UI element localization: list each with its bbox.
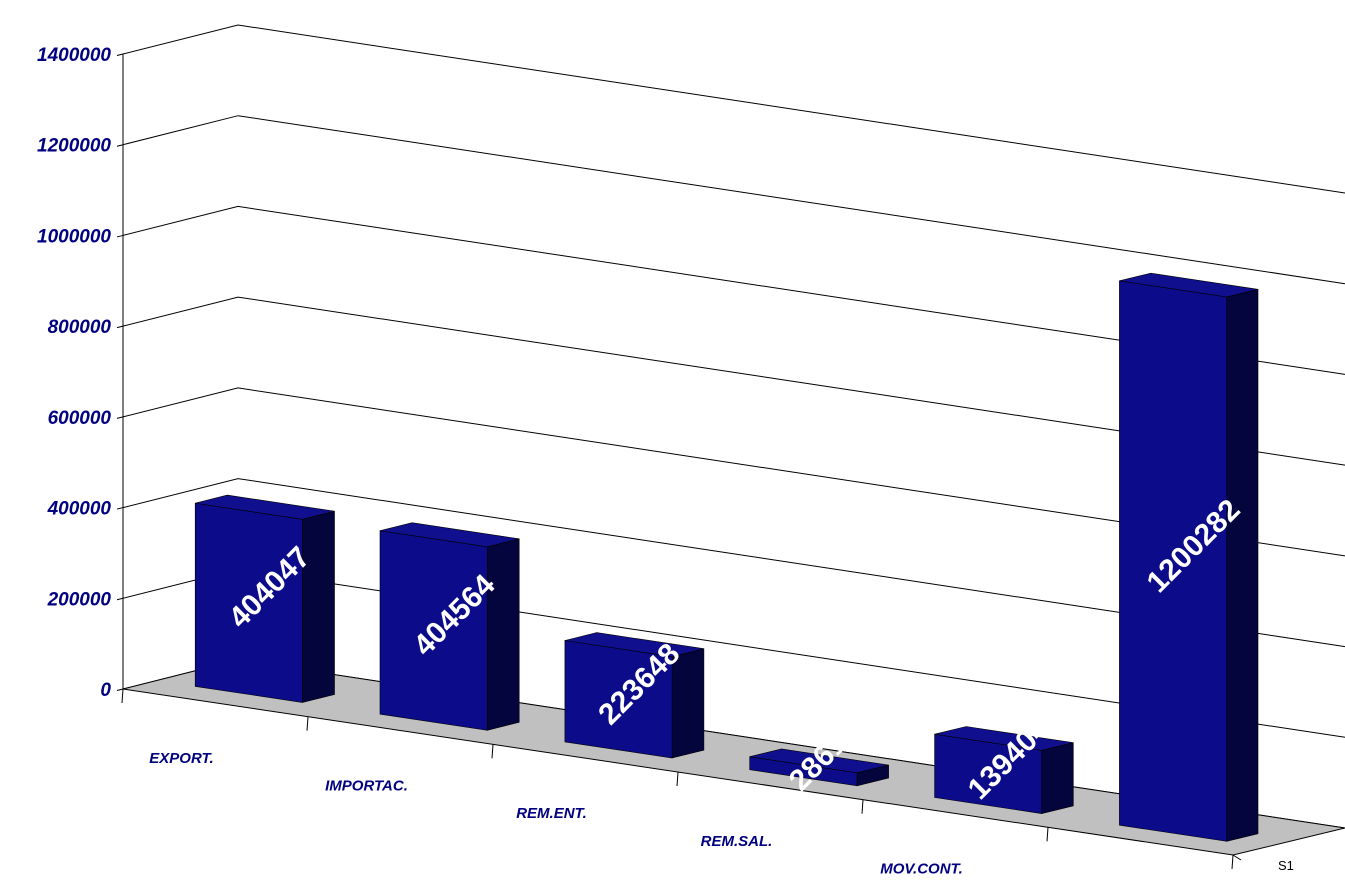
bar-top-face (749, 748, 889, 774)
bar-top-face (934, 726, 1074, 751)
y-tick-label: 600000 (48, 408, 112, 429)
y-tick-mark (116, 53, 124, 56)
bar-side-face (1041, 742, 1074, 814)
bars (194, 272, 1259, 842)
gridline (122, 478, 1345, 648)
bar (564, 632, 705, 759)
y-tick-label: 1400000 (37, 45, 111, 66)
x-tick-mark (306, 716, 309, 731)
x-tick-mark (676, 771, 679, 787)
bar (749, 748, 889, 787)
category-label: REM.SAL. (701, 833, 773, 850)
bar (934, 726, 1074, 814)
x-tick-mark (861, 799, 864, 814)
y-tick-mark (116, 597, 124, 601)
y-tick-mark (116, 234, 124, 238)
bar-top-face (195, 494, 335, 520)
x-tick-mark (121, 688, 124, 704)
y-tick-label: 0 (100, 680, 111, 701)
y-tick-mark (116, 325, 124, 329)
gridline (122, 205, 1345, 375)
gridline (122, 115, 1345, 285)
bar (379, 522, 520, 731)
series-tick-mark (1232, 854, 1242, 861)
bar-side-face (486, 538, 520, 731)
category-label: EXPORT. (149, 750, 213, 767)
bar-side-face (302, 510, 335, 703)
bar-top-face (1119, 272, 1259, 298)
bar-side-face (1226, 288, 1259, 842)
y-tick-mark (116, 507, 124, 510)
y-tick-label: 400000 (47, 499, 112, 520)
x-tick-mark (1046, 827, 1049, 842)
bar (194, 494, 335, 703)
category-label: REM.ENT. (516, 805, 587, 822)
bar-top-face (564, 632, 704, 657)
category-label: IMPORTAC. (325, 778, 408, 795)
y-tick-mark (116, 144, 124, 147)
bar-top-face (379, 522, 520, 548)
axes (116, 53, 1242, 870)
x-tick-mark (1231, 854, 1234, 870)
bar (1119, 272, 1259, 842)
gridlines (122, 24, 1345, 829)
category-label: MOV.CONT. (880, 861, 963, 878)
y-tick-label: 800000 (48, 317, 112, 338)
series-label: S1 (1278, 858, 1294, 873)
x-tick-mark (491, 744, 494, 759)
category-label: TOTAL (1082, 888, 1131, 891)
y-tick-label: 1000000 (37, 226, 111, 247)
gridline (122, 24, 1345, 194)
y-tick-mark (116, 688, 124, 691)
gridline (122, 387, 1345, 557)
y-tick-mark (116, 416, 124, 419)
gridline (122, 296, 1345, 466)
y-tick-label: 1200000 (37, 136, 111, 157)
y-tick-label: 200000 (47, 589, 112, 610)
